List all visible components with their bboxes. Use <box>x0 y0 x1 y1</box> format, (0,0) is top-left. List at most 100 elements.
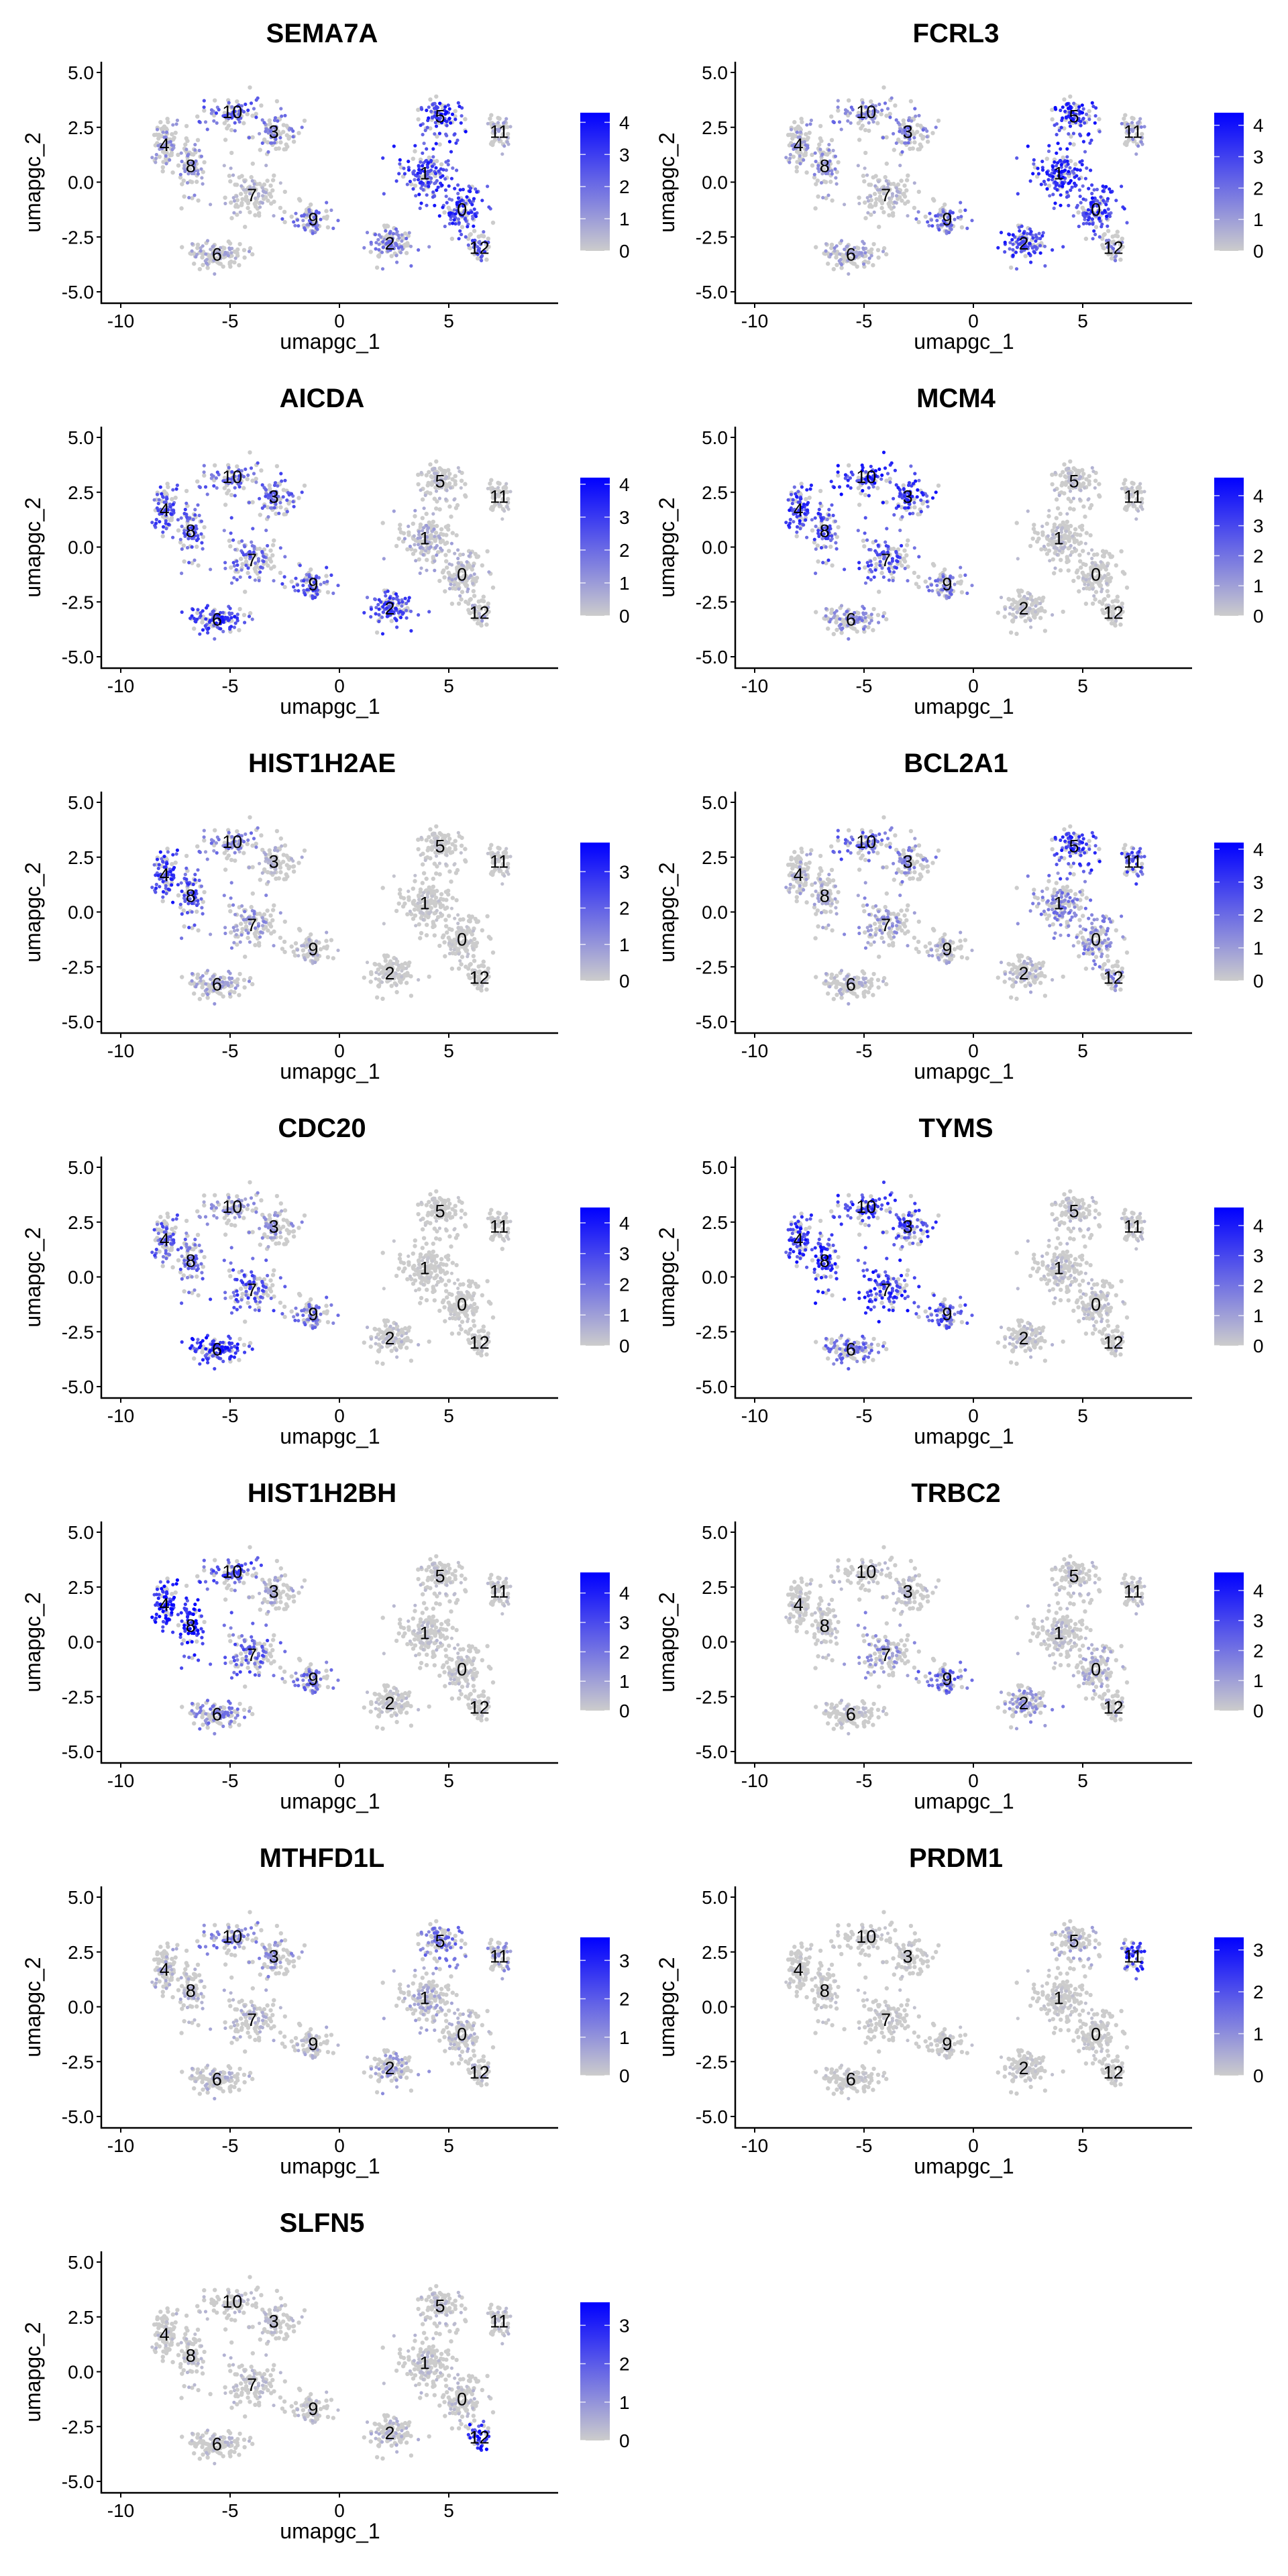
data-point <box>380 267 385 271</box>
data-point <box>434 166 438 170</box>
data-point <box>866 576 870 580</box>
data-point <box>233 479 237 483</box>
data-point <box>164 491 168 496</box>
data-point <box>278 546 282 550</box>
data-point <box>386 589 390 593</box>
data-point <box>397 601 401 605</box>
data-point <box>826 534 830 538</box>
data-point <box>925 129 929 133</box>
data-point <box>446 527 451 532</box>
data-point <box>843 476 847 480</box>
data-point <box>1124 125 1128 130</box>
data-point <box>203 624 207 628</box>
legend-tick-label: 1 <box>1253 209 1264 230</box>
cluster-label: 11 <box>1124 486 1142 506</box>
data-point <box>226 477 230 481</box>
data-point <box>423 169 427 173</box>
data-point <box>201 609 205 613</box>
data-point <box>802 523 806 527</box>
data-point <box>806 508 810 512</box>
data-point <box>212 258 216 262</box>
data-point <box>400 233 404 237</box>
data-point <box>869 104 873 109</box>
data-point <box>247 614 252 619</box>
data-point <box>918 133 923 138</box>
data-point <box>428 97 433 102</box>
data-point <box>816 194 820 199</box>
data-point <box>1029 625 1033 629</box>
data-point <box>309 202 313 207</box>
data-point <box>506 500 510 504</box>
data-point <box>229 251 233 255</box>
data-point <box>479 598 484 603</box>
data-point <box>185 545 190 550</box>
y-tick-label: -5.0 <box>62 647 94 667</box>
data-point <box>887 561 892 566</box>
data-point <box>1093 597 1097 602</box>
data-point <box>890 192 894 196</box>
data-point <box>965 226 969 230</box>
data-point <box>235 104 239 109</box>
data-point <box>331 226 335 230</box>
data-point <box>242 475 246 479</box>
data-point <box>1017 594 1022 598</box>
data-point <box>431 512 435 516</box>
data-point <box>1040 160 1044 164</box>
data-point <box>1066 568 1071 573</box>
data-point <box>407 596 411 600</box>
data-point <box>260 201 264 205</box>
data-point <box>425 203 429 207</box>
data-point <box>246 205 250 211</box>
data-point <box>1078 160 1082 164</box>
data-point <box>1095 187 1099 192</box>
data-point <box>916 210 920 214</box>
data-point <box>1134 496 1139 502</box>
data-point <box>1120 236 1124 241</box>
cluster-label: 11 <box>490 486 508 506</box>
data-point <box>466 601 471 606</box>
data-point <box>1011 618 1016 623</box>
data-point <box>398 250 403 255</box>
data-point <box>502 124 506 129</box>
data-point <box>168 158 172 162</box>
data-point <box>466 225 470 229</box>
data-point <box>202 99 206 103</box>
data-point <box>1066 471 1071 476</box>
data-point <box>1102 597 1107 602</box>
data-point <box>195 538 199 543</box>
data-point <box>929 583 934 587</box>
data-point <box>428 126 433 131</box>
legend-tick-label: 2 <box>619 540 630 561</box>
data-point <box>871 241 876 247</box>
data-point <box>384 594 388 598</box>
data-point <box>433 545 437 550</box>
data-point <box>419 180 423 184</box>
data-point <box>848 111 852 115</box>
data-point <box>1091 222 1095 226</box>
data-point <box>237 477 241 481</box>
data-point <box>193 143 197 147</box>
data-point <box>899 140 904 145</box>
data-point <box>1073 546 1077 550</box>
data-point <box>1046 534 1050 538</box>
data-point <box>1083 121 1087 125</box>
data-point <box>958 209 963 213</box>
data-point <box>1142 490 1146 494</box>
data-point <box>835 547 839 551</box>
data-point <box>258 148 262 152</box>
data-point <box>831 148 835 152</box>
data-point <box>1078 195 1082 199</box>
data-point <box>269 136 273 140</box>
x-tick-label: 0 <box>968 676 979 696</box>
x-axis-label: umapgc_1 <box>280 694 380 718</box>
data-point <box>900 543 904 548</box>
data-point <box>264 494 268 498</box>
data-point <box>881 136 885 140</box>
data-point <box>860 463 864 468</box>
data-point <box>174 122 178 126</box>
cluster-label: 3 <box>269 486 279 506</box>
data-point <box>871 120 875 124</box>
data-point <box>493 496 497 500</box>
cluster-label: 7 <box>247 550 257 570</box>
data-point <box>845 245 849 249</box>
